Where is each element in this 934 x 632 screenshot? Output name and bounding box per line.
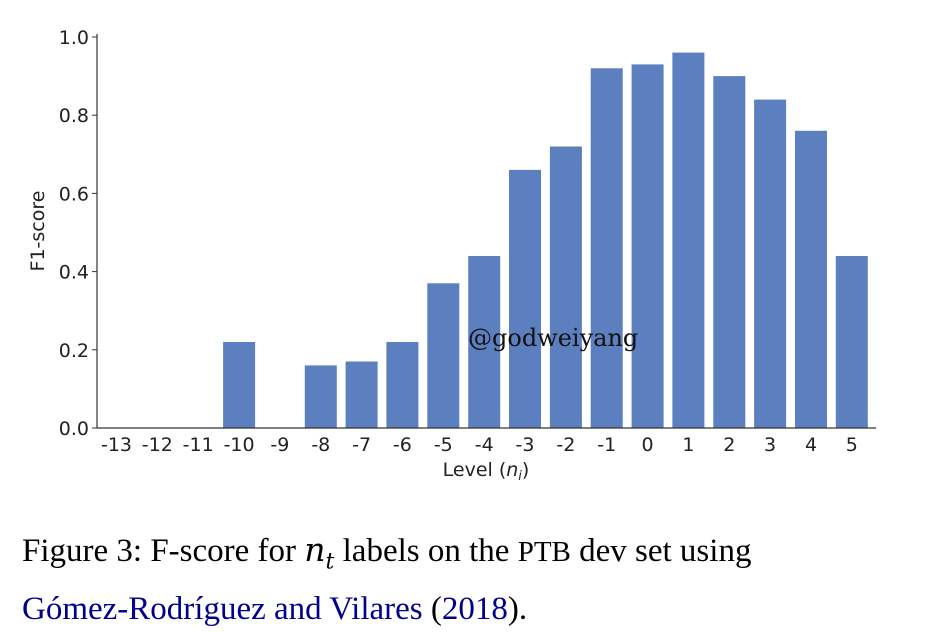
x-tick-label: -3: [516, 434, 535, 456]
bar-4: [795, 130, 827, 429]
bar--1: [590, 68, 623, 429]
bar-0: [631, 64, 664, 429]
x-tick-label: 2: [723, 434, 735, 456]
caption-math-sub: t: [325, 549, 335, 575]
x-axis-label: Level (ni): [443, 459, 530, 484]
y-axis: 0.0 0.2 0.4 0.6 0.8 1.0: [59, 27, 98, 440]
x-axis: -13 -12 -11 -10 -9 -8 -7 -6 -5 -4 -3 -2 -1 0 1 2 3 4 5: [97, 427, 876, 456]
bars-group: [223, 52, 868, 429]
x-tick-label: -8: [311, 434, 330, 456]
x-tick-label: -6: [393, 434, 412, 456]
x-tick-label: -7: [352, 434, 371, 456]
x-axis-label-close: ): [522, 459, 529, 481]
x-tick-label: -10: [224, 434, 255, 456]
bar-3: [754, 99, 787, 428]
caption-citation-link[interactable]: Gómez-Rodríguez and Vilares: [22, 590, 423, 627]
x-axis-label-var: n: [506, 459, 518, 481]
bar-5: [835, 256, 868, 428]
y-axis-label: F1-score: [27, 191, 49, 272]
bar--10: [223, 342, 256, 428]
watermark: @godweiyang: [468, 324, 638, 352]
bar--3: [509, 169, 541, 428]
y-tick-label: 0.0: [59, 418, 89, 440]
x-tick-label: -12: [142, 434, 173, 456]
caption-mid: labels on the: [334, 533, 518, 569]
y-tick-label: 0.4: [59, 262, 89, 284]
bar-2: [713, 76, 746, 428]
caption-year-link[interactable]: 2018: [441, 590, 508, 627]
x-tick-label: 5: [846, 434, 858, 456]
x-tick-label: -1: [597, 434, 616, 456]
bar--4: [468, 256, 501, 428]
x-tick-label: -11: [183, 434, 214, 456]
caption-ptb: PTB: [517, 536, 571, 568]
caption-math-var: n: [304, 530, 326, 569]
x-tick-label: -13: [101, 434, 132, 456]
caption-suffix: dev set using: [570, 533, 752, 569]
caption-year-open: (: [422, 590, 442, 627]
bar--5: [427, 283, 460, 428]
x-tick-label: -2: [556, 434, 575, 456]
y-tick-label: 1.0: [59, 27, 89, 49]
caption-prefix: Figure 3: F-score for: [22, 533, 305, 569]
x-tick-label: -5: [434, 434, 453, 456]
bar--2: [549, 146, 582, 428]
bar--7: [345, 361, 378, 428]
y-tick-label: 0.6: [59, 183, 89, 205]
bar-chart: 0.00.20.40.60.81.0 -13 -12 -11 -10 -9 -8 -7 -6-…: [27, 27, 876, 484]
figure-caption: Figure 3: F-score for nt labels on the P…: [22, 527, 922, 632]
x-axis-label-sub: i: [518, 469, 522, 484]
caption-year-close: ).: [507, 590, 528, 627]
x-tick-label: -4: [475, 434, 494, 456]
x-tick-label: 0: [642, 434, 654, 456]
x-tick-label: 1: [682, 434, 694, 456]
bar-1: [672, 52, 705, 428]
x-axis-label-text: Level (: [443, 459, 507, 481]
bar--6: [386, 342, 419, 428]
x-tick-label: 3: [764, 434, 776, 456]
x-tick-label: -9: [270, 434, 289, 456]
bar--8: [304, 365, 337, 428]
y-tick-label: 0.8: [59, 105, 89, 127]
x-tick-label: 4: [805, 434, 817, 456]
y-tick-label: 0.2: [59, 340, 89, 362]
